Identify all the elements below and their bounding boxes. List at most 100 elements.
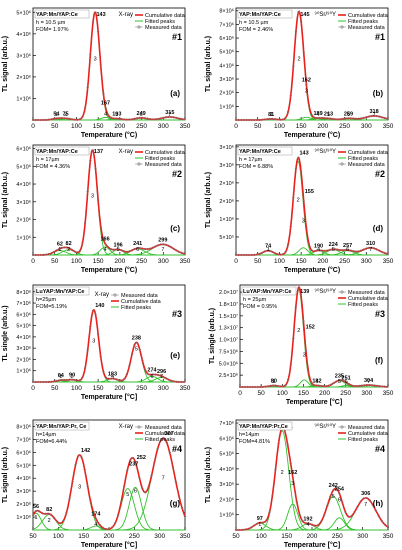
peak-number-label: 5 xyxy=(135,346,138,352)
x-tick-label: 100 xyxy=(71,123,82,130)
y-tick-label: 1×10⁶ xyxy=(16,95,31,102)
y-axis-title: TL single (arb.u.) xyxy=(209,308,216,364)
legend-entry: Measured data xyxy=(348,25,386,31)
y-axis-title: TL signal (arb.u.) xyxy=(205,172,212,228)
peak-number-label: 6 xyxy=(150,374,153,380)
chart-panel-b: 0 50 100 150 200 250 300 3501×10⁶2×10⁶3×10⁶4×10… xyxy=(205,8,394,139)
y-tick-label: 5×10⁶ xyxy=(219,451,234,458)
x-tick-label: 150 xyxy=(296,258,307,265)
y-tick-label: 7×10⁶ xyxy=(16,300,31,307)
sample-title: YAP:Mn/YAP:Ce xyxy=(36,149,78,155)
peak-number-label: 5 xyxy=(126,492,129,498)
sample-parameter: h=14µm xyxy=(239,432,260,438)
legend: ⁹⁰Sr/⁹⁰Y Cumulative dataFitted peaksMeasu… xyxy=(314,148,388,168)
x-tick-label: 0 xyxy=(31,385,35,392)
chart-panel-f: 0 50 100 150 200 250 300 3502.5×10⁶5.0×10⁶7.5×1… xyxy=(209,285,394,406)
sample-info: YAP:Mn/YAP:Ceh = 17µmFOM = 6.88% xyxy=(238,147,292,170)
x-tick-label: 0 xyxy=(234,258,238,265)
sample-parameter: h=14µm xyxy=(36,432,57,438)
sample-parameter: h=25µm xyxy=(36,297,57,303)
x-tick-label: 350 xyxy=(180,385,191,392)
sample-number: #4 xyxy=(172,444,182,454)
x-tick-label: 250 xyxy=(332,533,343,540)
y-tick-label: 2×10⁶ xyxy=(219,496,234,503)
sample-parameter: h = 17µm xyxy=(239,157,263,163)
x-tick-label: 250 xyxy=(340,390,351,397)
peak-number-label: 1 xyxy=(35,515,38,521)
peak-number-label: 4 xyxy=(317,247,320,253)
fitted-peak-3 xyxy=(33,455,185,530)
y-tick-label: 3×10⁶ xyxy=(219,162,234,169)
peak-number-label: 5 xyxy=(338,379,341,385)
peak-number-label: 4 xyxy=(315,379,318,385)
peak-number-label: 5 xyxy=(332,247,335,253)
legend-entry: Fitted peaks xyxy=(348,437,378,443)
peak-temperature-label: 152 xyxy=(306,324,315,330)
peak-number-label: 4 xyxy=(104,247,107,253)
y-tick-label: 4×10⁶ xyxy=(16,475,31,482)
peak-number-label: 6 xyxy=(338,497,341,503)
x-tick-label: 300 xyxy=(158,258,169,265)
peak-number-label: 6 xyxy=(136,247,139,253)
x-tick-label: 50 xyxy=(254,123,262,130)
y-tick-label: 6×10⁶ xyxy=(219,35,234,42)
sample-info: LuYAP:Mn/YAP:Ceh = 25µmFOM = 0.95% xyxy=(242,287,296,310)
x-axis-title: Temperature (°C) xyxy=(284,266,340,274)
sample-parameter: FOM=4.81% xyxy=(239,439,270,445)
panel-letter: (c) xyxy=(170,224,180,233)
x-tick-label: 150 xyxy=(281,533,292,540)
peak-number-label: 4 xyxy=(94,522,97,528)
fitted-peak-5 xyxy=(33,489,185,530)
y-axis-title: TL single (arb.u.) xyxy=(2,305,9,361)
x-tick-label: 250 xyxy=(129,533,140,540)
x-axis-title: Temperature [°C] xyxy=(286,398,342,406)
x-tick-label: 0 xyxy=(234,123,238,130)
sample-parameter: h = 10.5 µm xyxy=(36,20,66,26)
y-tick-label: 1×10⁶ xyxy=(16,514,31,521)
y-tick-label: 4×10⁶ xyxy=(16,334,31,341)
peak-temperature-label: 140 xyxy=(95,303,104,309)
x-tick-label: 0 xyxy=(31,258,35,265)
x-tick-label: 150 xyxy=(298,390,309,397)
peak-number-label: 4 xyxy=(111,374,114,380)
panel-letter: (d) xyxy=(373,224,384,233)
sample-number: #1 xyxy=(172,32,182,42)
sample-parameter: FOM = 0.95% xyxy=(243,304,277,310)
x-tick-label: 50 xyxy=(258,390,266,397)
x-tick-label: 100 xyxy=(274,258,285,265)
y-tick-label: 4×10⁶ xyxy=(219,466,234,473)
excitation-source-label: X-ray xyxy=(119,149,133,155)
peak-number-label: 5 xyxy=(327,112,330,118)
peak-number-label: 7 xyxy=(369,247,372,253)
peak-number-label: 5 xyxy=(332,494,335,500)
peak-number-label: 3 xyxy=(94,57,97,63)
legend: X-ray Measured dataCumulative dataFitted … xyxy=(95,292,162,311)
x-axis-title: Temperature [°C] xyxy=(284,541,340,549)
peak-temperature-label: 237 xyxy=(129,461,138,467)
peak-number-label: 3 xyxy=(78,485,81,491)
peak-number-label: 7 xyxy=(162,475,165,481)
peak-temperature-label: 174 xyxy=(91,511,101,517)
x-tick-label: 50 xyxy=(51,258,59,265)
x-tick-label: 300 xyxy=(361,123,372,130)
panel-letter: (g) xyxy=(170,499,181,508)
y-axis-title: TL signal (arb.u.) xyxy=(205,36,212,92)
legend: X-ray Cumulative dataFitted peaksMeasured… xyxy=(119,12,186,31)
x-tick-label: 200 xyxy=(319,390,330,397)
peak-number-label: 6 xyxy=(346,247,349,253)
x-tick-label: 0 xyxy=(238,390,242,397)
y-tick-label: 1×10⁶ xyxy=(219,103,234,110)
x-tick-label: 350 xyxy=(383,123,394,130)
peak-temperature-label: 142 xyxy=(81,448,90,454)
x-tick-label: 350 xyxy=(180,533,191,540)
x-tick-label: 0 xyxy=(31,123,35,130)
excitation-source-label: ⁹⁰Sr/⁹⁰Y xyxy=(314,11,336,18)
x-tick-label: 50 xyxy=(51,385,59,392)
sample-parameter: h = 25µm xyxy=(243,297,267,303)
peak-temperature-label: 143 xyxy=(97,12,106,18)
peak-temperature-label: 162 xyxy=(302,77,311,83)
peak-number-label: 1 xyxy=(272,379,275,385)
chart-panel-g: 50 100 150 200 250 300 350 1×10⁶ 2×10⁶ 3×10⁶ 4×10⁶… xyxy=(2,420,191,549)
panel-letter: (h) xyxy=(373,499,384,508)
